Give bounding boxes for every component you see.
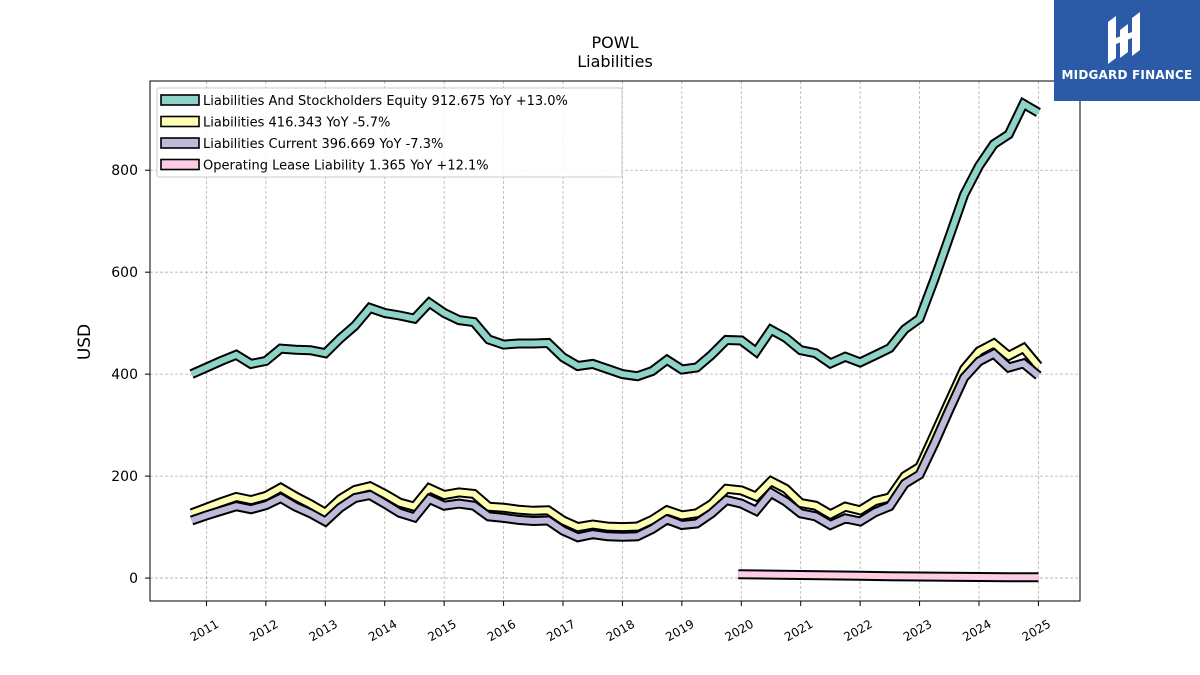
y-tick-label: 200 (111, 469, 138, 485)
midgard-logo-icon (1108, 12, 1140, 64)
liabilities-current-line (190, 350, 1041, 541)
x-tick-label: 2012 (247, 617, 280, 644)
legend-swatch (160, 137, 200, 149)
y-tick-label: 600 (111, 265, 138, 281)
legend-label: Operating Lease Liability 1.365 YoY +12.… (203, 159, 489, 174)
legend: Liabilities And Stockholders Equity 912.… (156, 87, 623, 178)
legend-box (156, 87, 623, 178)
logo-text: MIDGARD FINANCE (1061, 68, 1193, 82)
x-tick-label: 2016 (485, 617, 518, 644)
y-axis: 0 200 400 600 800 (111, 163, 150, 587)
legend-label: Liabilities 416.343 YoY -5.7% (203, 116, 390, 131)
x-tick-label: 2011 (188, 617, 221, 644)
x-tick-label: 2020 (723, 617, 756, 644)
legend-label: Liabilities And Stockholders Equity 912.… (203, 94, 568, 109)
x-tick-label: 2013 (307, 617, 340, 644)
y-tick-label: 0 (129, 571, 138, 587)
x-tick-label: 2023 (901, 617, 934, 644)
liabilities-and-stockholders-equity-line (190, 99, 1040, 380)
legend-swatch (160, 158, 200, 171)
chart-subtitle: Liabilities (577, 52, 653, 71)
x-tick-label: 2014 (366, 617, 399, 644)
axes-frame (149, 80, 1081, 602)
x-tick-label: 2019 (663, 617, 696, 644)
y-tick-label: 400 (111, 367, 138, 383)
operating-lease-liability-line (738, 571, 1039, 581)
x-tick-label: 2024 (960, 617, 993, 644)
y-axis-label: USD (75, 324, 95, 360)
legend-label: Liabilities Current 396.669 YoY -7.3% (203, 137, 443, 152)
series-layer (189, 96, 1043, 583)
y-tick-label: 800 (111, 163, 138, 179)
x-tick-label: 2022 (841, 617, 874, 644)
chart-title: POWL (592, 33, 639, 52)
x-axis: 2011 2012 2013 2014 2015 2016 2017 2018 2019 2020… (188, 601, 1053, 644)
x-tick-label: 2017 (544, 617, 577, 644)
logo-badge: MIDGARD FINANCE (1054, 0, 1200, 101)
x-tick-label: 2025 (1020, 617, 1053, 644)
legend-swatch (160, 115, 200, 128)
x-tick-label: 2018 (604, 617, 637, 644)
x-tick-label: 2021 (782, 617, 815, 644)
legend-swatch (160, 94, 200, 106)
x-tick-label: 2015 (425, 617, 458, 644)
